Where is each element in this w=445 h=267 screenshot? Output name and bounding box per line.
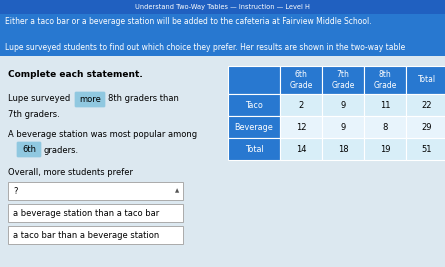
Text: Beverage: Beverage (235, 123, 273, 132)
Text: ▲: ▲ (175, 189, 179, 194)
Text: Understand Two-Way Tables — Instruction — Level H: Understand Two-Way Tables — Instruction … (134, 4, 309, 10)
Bar (364, 138, 406, 160)
Bar (322, 94, 364, 116)
Bar (364, 94, 406, 116)
Text: 29: 29 (422, 123, 432, 132)
Text: 14: 14 (296, 144, 306, 154)
FancyBboxPatch shape (17, 142, 41, 157)
Text: a beverage station than a taco bar: a beverage station than a taco bar (13, 209, 159, 218)
Bar (0, 0, 445, 14)
Bar (364, 116, 406, 138)
Bar (364, 66, 406, 94)
Text: Either a taco bar or a beverage station will be added to the cafeteria at Fairvi: Either a taco bar or a beverage station … (5, 18, 372, 26)
Text: a taco bar than a beverage station: a taco bar than a beverage station (13, 230, 159, 239)
Text: graders.: graders. (44, 146, 79, 155)
Bar (8, 204, 183, 222)
Text: ?: ? (13, 187, 17, 195)
Bar (280, 94, 322, 116)
Bar (406, 66, 445, 94)
Text: Total: Total (245, 144, 263, 154)
Text: more: more (79, 95, 101, 104)
Bar (280, 116, 322, 138)
Text: Lupe surveyed: Lupe surveyed (8, 94, 70, 103)
Text: 9: 9 (340, 123, 346, 132)
Text: 19: 19 (380, 144, 390, 154)
Text: 8th graders than: 8th graders than (108, 94, 179, 103)
Text: Taco: Taco (245, 100, 263, 109)
Text: 18: 18 (338, 144, 348, 154)
Bar (8, 226, 183, 244)
Text: 6th: 6th (22, 145, 36, 154)
Bar (322, 138, 364, 160)
Text: 7th
Grade: 7th Grade (332, 70, 355, 90)
Text: 8: 8 (382, 123, 388, 132)
Bar (228, 94, 280, 116)
Text: 2: 2 (299, 100, 303, 109)
Bar (228, 116, 280, 138)
Text: 7th graders.: 7th graders. (8, 110, 60, 119)
Text: Complete each statement.: Complete each statement. (8, 70, 143, 79)
Text: 8th
Grade: 8th Grade (373, 70, 396, 90)
Bar (0, 56, 445, 267)
FancyBboxPatch shape (75, 92, 105, 107)
Bar (280, 66, 322, 94)
Bar (322, 116, 364, 138)
Text: 12: 12 (296, 123, 306, 132)
Bar (280, 138, 322, 160)
Text: 22: 22 (422, 100, 432, 109)
Bar (322, 66, 364, 94)
Text: 11: 11 (380, 100, 390, 109)
Text: Total: Total (418, 76, 436, 84)
Text: 6th
Grade: 6th Grade (289, 70, 313, 90)
Bar (0, 14, 445, 56)
Bar (228, 66, 280, 94)
Bar (406, 138, 445, 160)
Text: 51: 51 (422, 144, 432, 154)
Text: Lupe surveyed students to find out which choice they prefer. Her results are sho: Lupe surveyed students to find out which… (5, 44, 405, 53)
Text: 9: 9 (340, 100, 346, 109)
Bar (8, 182, 183, 200)
Text: A beverage station was most popular among: A beverage station was most popular amon… (8, 130, 197, 139)
Bar (406, 116, 445, 138)
Text: Overall, more students prefer: Overall, more students prefer (8, 168, 133, 177)
Bar (228, 138, 280, 160)
Bar (406, 94, 445, 116)
